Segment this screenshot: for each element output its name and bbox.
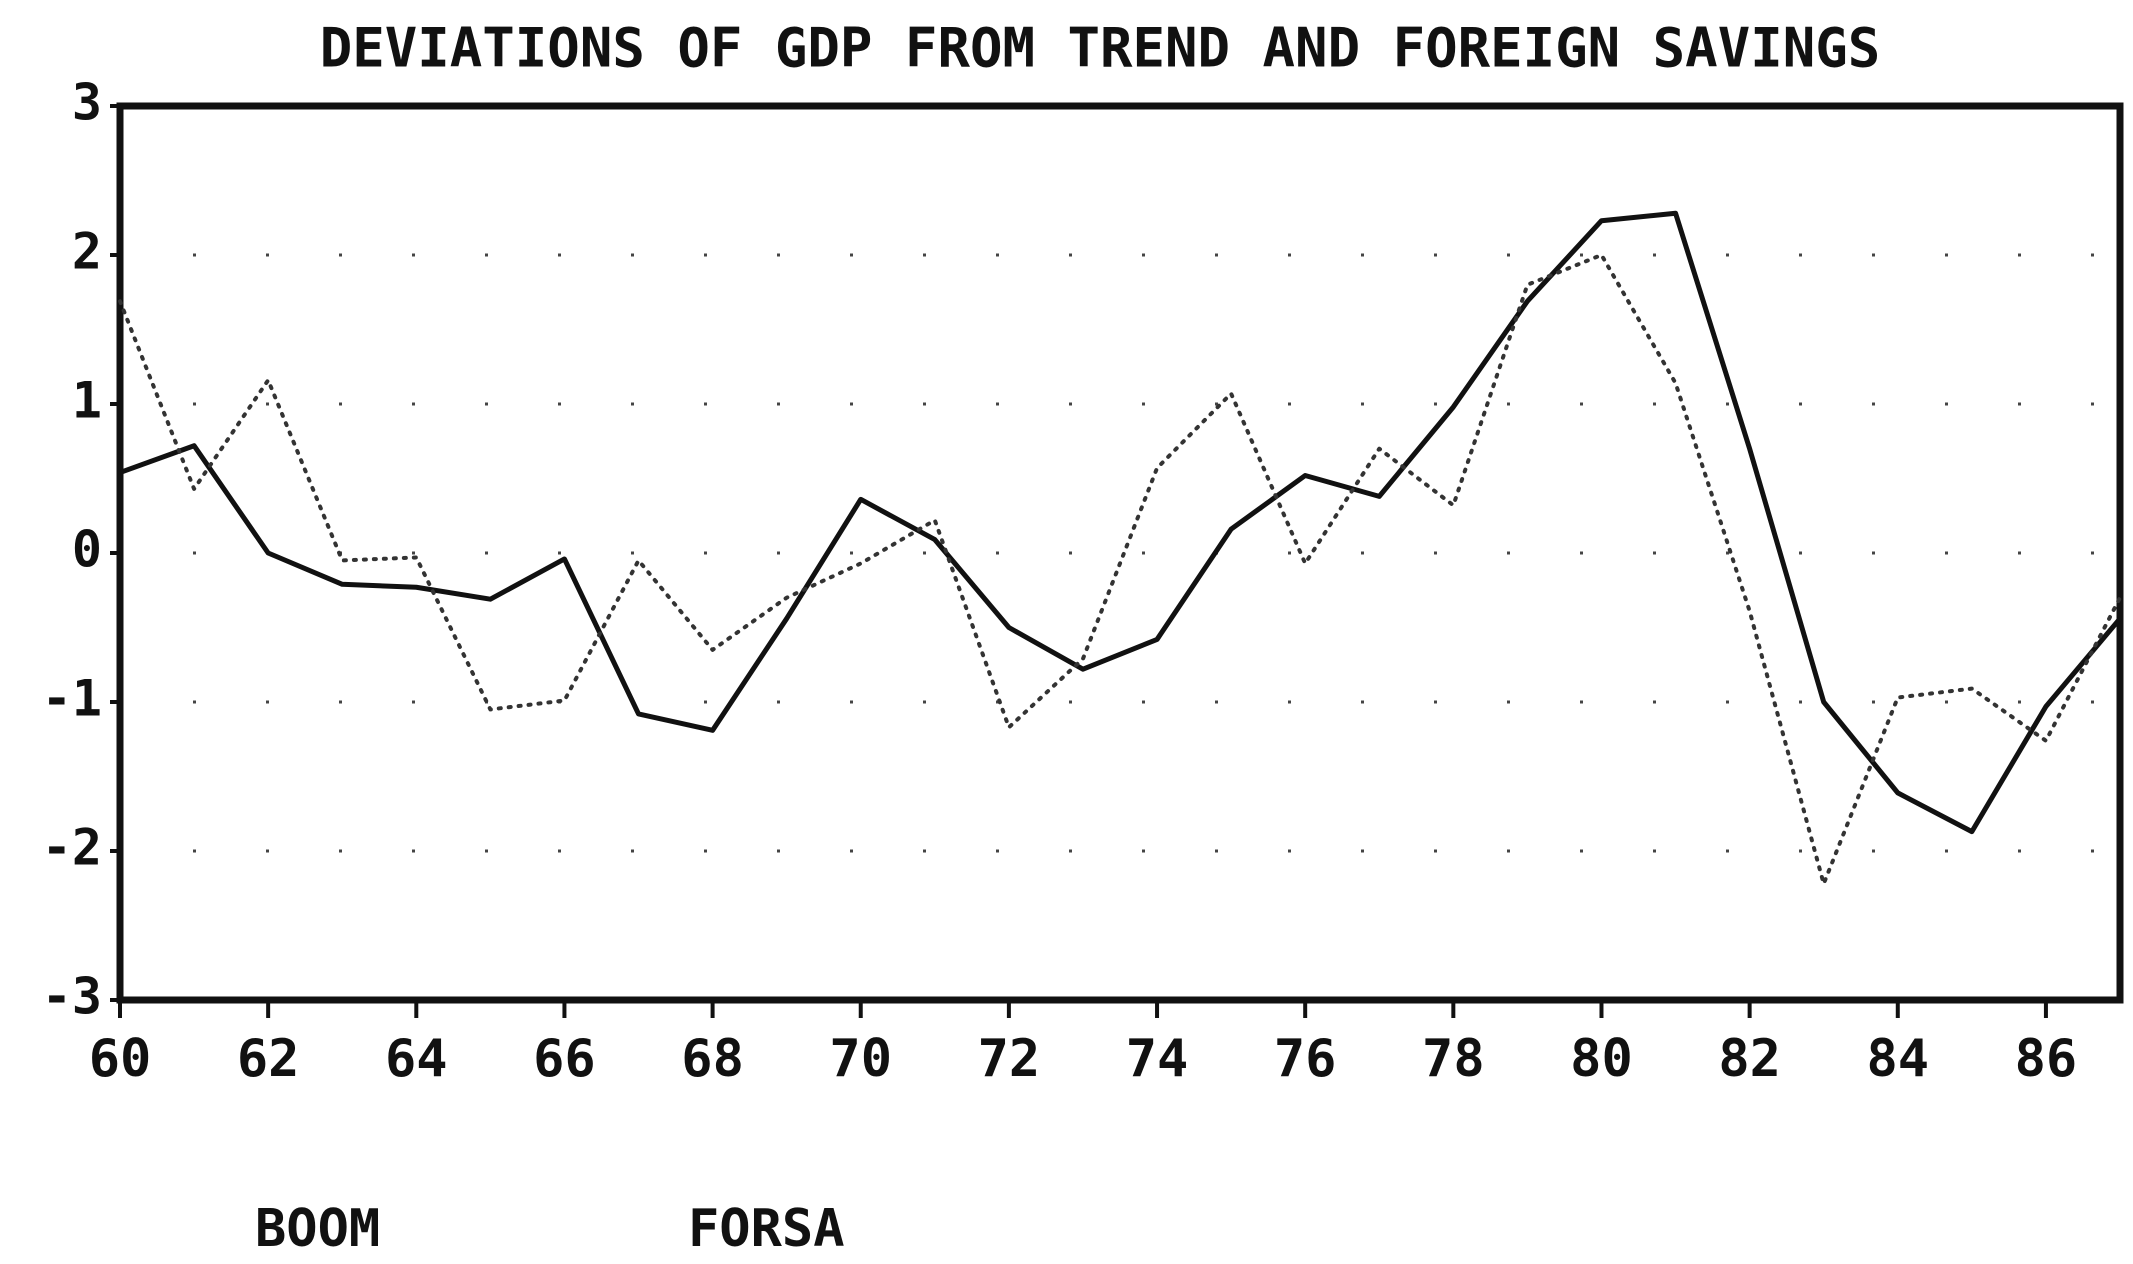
y-tick-label: -2 xyxy=(42,819,102,877)
x-tick-label: 70 xyxy=(829,1029,892,1089)
plot-frame xyxy=(116,102,2124,1004)
x-tick-label: 78 xyxy=(1422,1029,1485,1089)
y-tick-label: -3 xyxy=(42,968,102,1026)
y-tick-label: 1 xyxy=(72,372,102,430)
x-tick-label: 62 xyxy=(237,1029,300,1089)
x-tick-label: 86 xyxy=(2015,1029,2078,1089)
chart-title: DEVIATIONS OF GDP FROM TREND AND FOREIGN… xyxy=(320,17,1881,80)
y-tick-label: 0 xyxy=(72,521,102,579)
x-tick-label: 74 xyxy=(1126,1029,1189,1089)
series-line xyxy=(119,210,2122,835)
x-tick-label: 68 xyxy=(681,1029,744,1089)
y-tick-label: 2 xyxy=(72,223,102,281)
series-line xyxy=(118,253,2122,886)
legend-label: BOOM xyxy=(255,1199,380,1259)
x-tick-label: 66 xyxy=(533,1029,596,1089)
x-tick-label: 80 xyxy=(1570,1029,1633,1089)
y-tick-label: -1 xyxy=(42,670,102,728)
x-tick-label: 82 xyxy=(1718,1029,1781,1089)
x-tick-label: 64 xyxy=(385,1029,448,1089)
legend-label: FORSA xyxy=(688,1199,845,1259)
x-tick-label: 76 xyxy=(1274,1029,1337,1089)
x-tick-label: 84 xyxy=(1866,1029,1929,1089)
y-tick-label: 3 xyxy=(72,74,102,132)
x-tick-label: 60 xyxy=(89,1029,152,1089)
x-tick-label: 72 xyxy=(978,1029,1041,1089)
